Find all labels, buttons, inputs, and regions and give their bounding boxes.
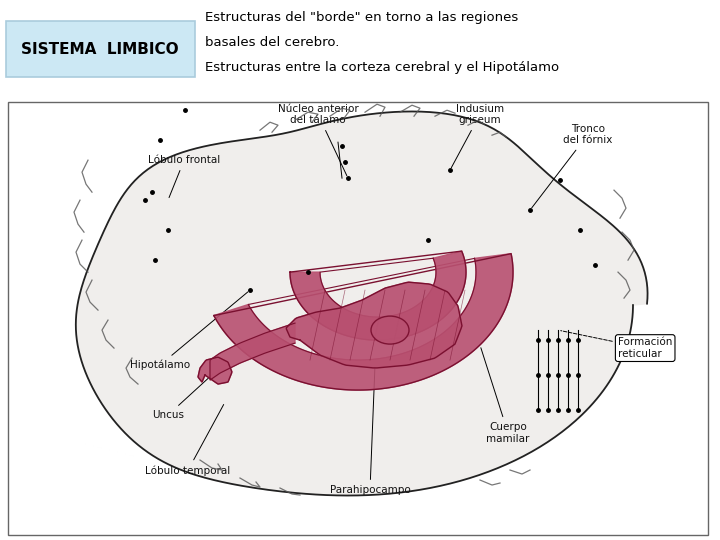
Polygon shape [210, 323, 295, 380]
Polygon shape [198, 357, 232, 384]
Text: Uncus: Uncus [152, 374, 213, 420]
Text: Lóbulo temporal: Lóbulo temporal [145, 404, 230, 476]
FancyBboxPatch shape [6, 21, 195, 77]
Text: Estructuras entre la corteza cerebral y el Hipotálamo: Estructuras entre la corteza cerebral y … [205, 60, 559, 73]
Text: Cuerpo
mamilar: Cuerpo mamilar [481, 348, 530, 444]
Polygon shape [290, 251, 466, 340]
Text: SISTEMA  LIMBICO: SISTEMA LIMBICO [21, 42, 179, 57]
Ellipse shape [371, 316, 409, 344]
Polygon shape [76, 111, 647, 496]
Text: Estructuras del "borde" en torno a las regiones: Estructuras del "borde" en torno a las r… [205, 11, 518, 24]
Text: Lóbulo frontal: Lóbulo frontal [148, 155, 220, 198]
Polygon shape [214, 254, 513, 390]
Text: Indusium
griseum: Indusium griseum [451, 104, 504, 168]
Text: Parahipocampo: Parahipocampo [330, 368, 410, 495]
Text: Hipotálamo: Hipotálamo [130, 292, 248, 370]
Polygon shape [287, 282, 462, 368]
Text: Formación
reticular: Formación reticular [561, 330, 672, 359]
Text: Tronco
del fórnix: Tronco del fórnix [531, 124, 613, 208]
Text: basales del cerebro.: basales del cerebro. [205, 36, 339, 49]
Text: Núcleo anterior
del tálamo: Núcleo anterior del tálamo [278, 104, 359, 176]
